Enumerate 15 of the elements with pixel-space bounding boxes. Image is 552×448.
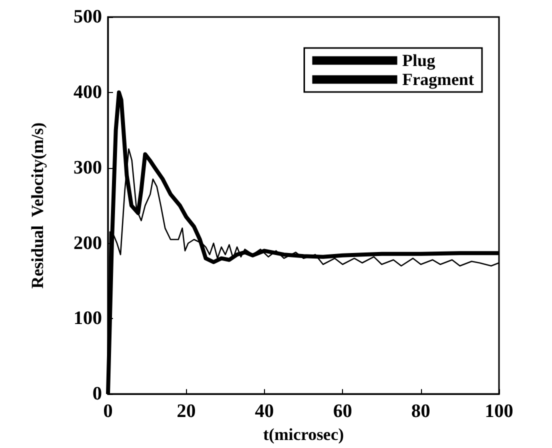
x-tick-label: 80	[411, 401, 430, 422]
y-tick-label: 300	[74, 157, 102, 178]
x-tick-label: 20	[176, 401, 196, 422]
y-tick-label: 0	[92, 384, 102, 405]
y-tick-label: 500	[74, 6, 102, 28]
legend-label: Fragment	[402, 70, 474, 89]
legend-label: Plug	[402, 51, 436, 70]
x-tick-label: 40	[254, 401, 274, 422]
x-axis-title: t(microsec)	[263, 425, 344, 444]
y-tick-label: 200	[74, 232, 102, 254]
x-tick-label: 100	[484, 401, 514, 422]
y-tick-label: 400	[74, 82, 102, 103]
x-tick-label: 60	[333, 401, 352, 422]
y-axis-title: Residual Velocity(m/s)	[28, 122, 47, 289]
y-tick-label: 100	[74, 308, 102, 330]
